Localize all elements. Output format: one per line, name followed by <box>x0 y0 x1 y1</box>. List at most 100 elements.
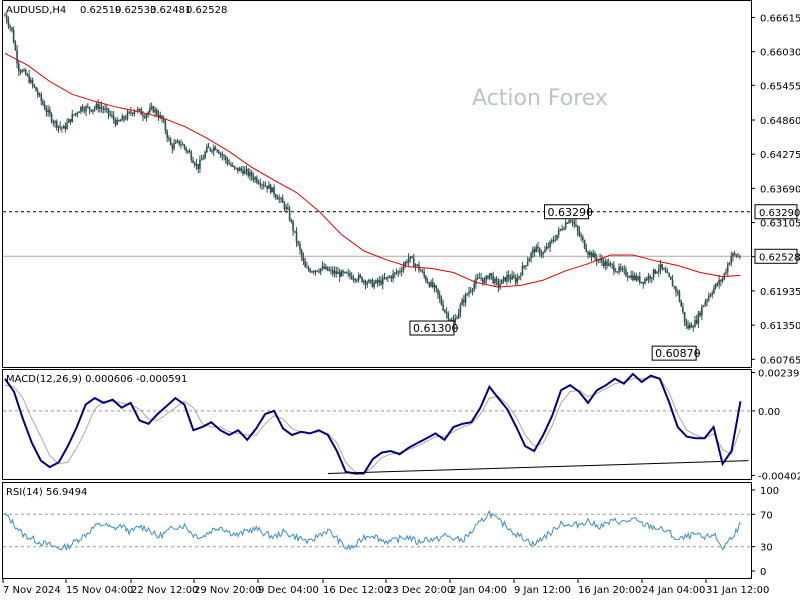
symbol-label: AUDUSD,H4 <box>6 5 66 16</box>
candle-body <box>459 305 462 313</box>
candle-body <box>695 320 698 324</box>
candle-body <box>471 289 474 291</box>
candle-body <box>680 301 682 307</box>
candle-body <box>378 280 381 283</box>
candle-body <box>359 275 362 277</box>
rsi-title: RSI(14) 56.9494 <box>6 487 87 498</box>
candle-body <box>425 276 427 281</box>
candle-body <box>245 169 248 171</box>
candle-body <box>57 126 60 128</box>
candle-body <box>625 269 627 276</box>
candle-body <box>626 275 629 277</box>
candle-body <box>169 138 172 146</box>
candle-body <box>86 106 89 108</box>
candle-body <box>644 279 646 284</box>
candle-body <box>93 107 96 110</box>
candle-body <box>500 279 503 285</box>
candle-body <box>406 261 408 263</box>
candle-body <box>242 170 244 174</box>
candle-body <box>392 273 394 279</box>
candle-body <box>701 306 703 316</box>
candle-body <box>535 246 538 253</box>
candle-body <box>331 269 334 274</box>
candle-body <box>214 147 217 150</box>
candle-body <box>609 263 612 265</box>
candle-body <box>507 275 510 279</box>
candle-body <box>200 159 203 161</box>
candle-body <box>544 249 546 253</box>
candle-body <box>69 119 72 122</box>
candle-body <box>131 113 134 115</box>
candle-body <box>713 287 715 294</box>
candle-body <box>397 271 400 273</box>
candle-body <box>542 252 544 255</box>
candle-body <box>152 106 155 113</box>
candle-body <box>109 113 112 116</box>
candle-body <box>423 272 425 277</box>
candle-body <box>678 291 681 302</box>
candle-body <box>697 312 700 324</box>
price-tick-label: 0.63105 <box>760 219 800 230</box>
candle-body <box>307 267 310 270</box>
candle-body <box>376 280 379 283</box>
candle-body <box>526 261 529 266</box>
candle-body <box>249 172 251 176</box>
candle-body <box>482 277 484 283</box>
time-tick-label: 9 Jan 12:00 <box>514 585 571 596</box>
candle-body <box>292 221 294 231</box>
candle-body <box>409 256 412 259</box>
candle-body <box>212 147 215 152</box>
candle-body <box>100 106 103 109</box>
candle-body <box>664 269 667 273</box>
candle-body <box>49 109 51 114</box>
candle-body <box>230 164 232 166</box>
candle-body <box>511 275 513 280</box>
rsi-tick-label: 100 <box>760 486 779 497</box>
candle-body <box>325 266 327 269</box>
candle-body <box>261 184 263 186</box>
time-tick-label: 15 Nov 04:00 <box>66 585 133 596</box>
candle-body <box>366 282 369 285</box>
candle-body <box>702 305 705 307</box>
candle-body <box>321 266 324 269</box>
price-tick-label: 0.61350 <box>760 321 800 332</box>
candle-body <box>162 118 165 122</box>
candle-body <box>661 264 664 269</box>
candle-body <box>568 220 570 224</box>
candle-body <box>551 240 553 242</box>
candle-body <box>97 104 99 109</box>
candle-body <box>580 235 582 238</box>
candle-body <box>552 240 555 242</box>
candle-body <box>704 301 707 306</box>
candle-body <box>124 118 127 120</box>
candle-body <box>130 111 132 114</box>
candle-body <box>40 94 43 101</box>
candle-body <box>689 324 691 329</box>
candle-body <box>637 276 639 281</box>
candle-body <box>95 104 98 108</box>
current-price-box: 0.62528 <box>754 248 800 264</box>
price-panel-frame <box>2 0 752 368</box>
time-tick-label: 16 Dec 12:00 <box>323 585 390 596</box>
candle-body <box>716 283 719 285</box>
macd-trend-line <box>327 460 749 475</box>
candle-body <box>652 269 655 278</box>
candle-body <box>461 299 463 306</box>
candle-body <box>26 74 29 76</box>
candle-body <box>606 261 608 267</box>
candle-body <box>737 256 739 258</box>
candle-body <box>181 144 184 146</box>
candle-body <box>388 276 391 278</box>
candle-body <box>17 63 20 72</box>
candle-body <box>540 254 543 256</box>
candle-body <box>85 106 87 112</box>
candle-body <box>538 248 541 255</box>
candle-body <box>414 264 417 267</box>
candle-body <box>690 324 693 328</box>
candle-body <box>601 258 603 262</box>
candle-body <box>728 262 731 265</box>
candle-body <box>457 312 460 319</box>
macd-layer <box>3 372 751 475</box>
candle-body <box>699 312 701 316</box>
